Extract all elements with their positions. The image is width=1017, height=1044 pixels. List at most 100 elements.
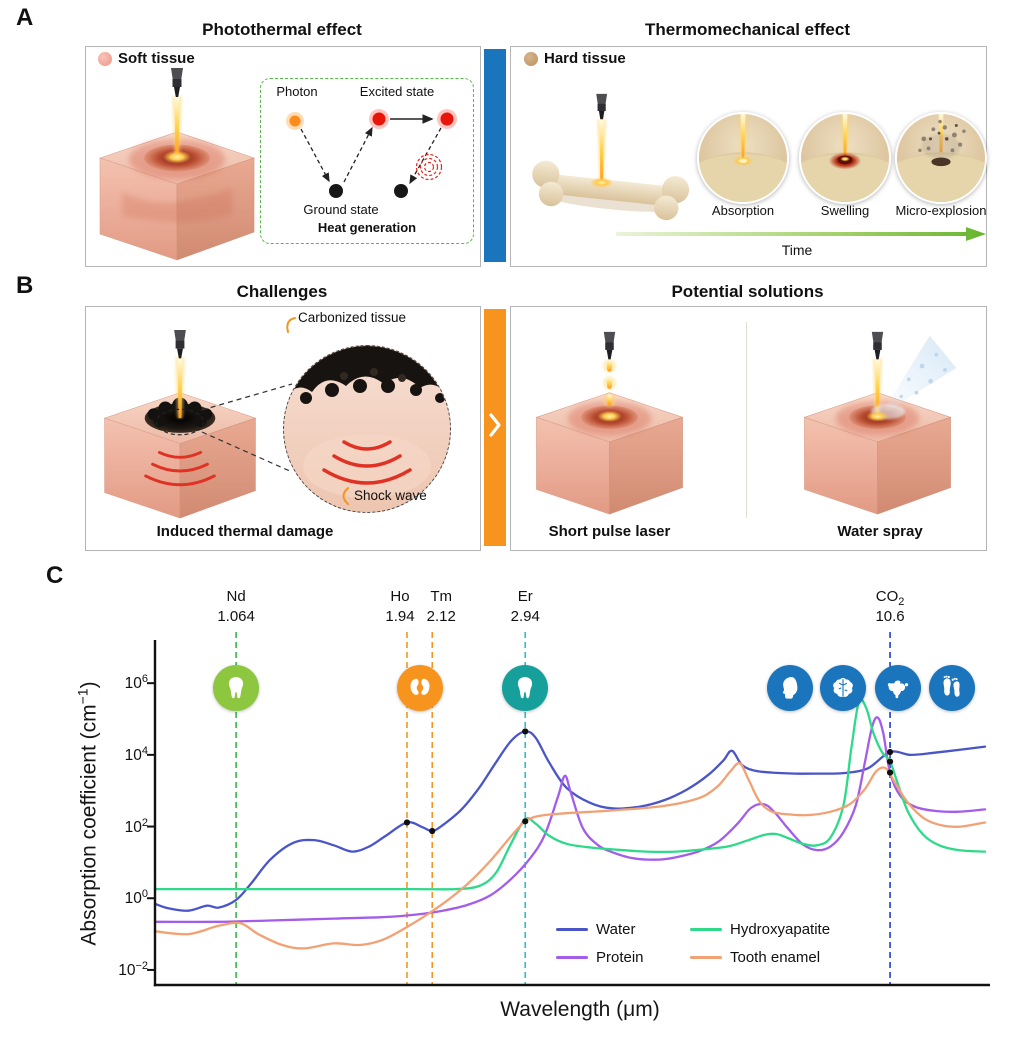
photon-label: Photon [276,84,318,99]
nd-tooth-icon-glyph [228,677,244,699]
hard-tissue-dot [524,52,538,66]
jablonski-diagram [286,109,457,198]
er-tooth-icon-glyph [518,677,533,699]
chart-canvas [147,632,990,987]
ground-dot-2 [394,184,408,198]
y-tick-label: 10−2 [118,959,148,980]
marker-dot [886,758,894,765]
ground-state-label: Ground state [303,202,379,217]
legend-item-water: Water [556,921,635,938]
challenges-title: Challenges [236,282,328,301]
x-axis-label: Wavelength (μm) [500,998,660,1021]
laser-value-Tm: 2.12 [426,608,456,625]
heat-generation-caption: Heat generation [317,220,417,235]
legend-swatch [690,927,722,932]
carbonized-tissue-callout: Carbonized tissue [298,310,407,325]
co2-uterus-icon-glyph [887,680,909,699]
shock-wave-callout: Shock wave [354,488,427,503]
legend-swatch [690,955,722,960]
soft-tissue-label: Soft tissue [118,50,195,67]
co2-brain-icon-glyph [832,678,853,697]
solutions-inner-divider [746,322,747,518]
laser-name-Tm: Tm [430,588,453,605]
panel-a-label: A [16,4,34,31]
micro-explosion-stage-circle [895,112,987,204]
soft-tissue-block-illustration [99,68,255,261]
short-pulse-laser-illustration [535,331,684,515]
heat-generation-diagram-box: Photon Excited state Ground state Heat g… [260,78,474,244]
legend-item-tooth-enamel: Tooth enamel [690,949,820,966]
marker-dot [522,818,529,825]
legend-label: Hydroxyapatite [730,921,831,938]
panel-c-label: C [46,562,64,589]
carbonized-tissue-block-illustration [103,329,257,519]
y-tick-label: 106 [124,673,148,693]
time-label: Time [781,242,813,258]
thermal-damage-caption: Induced thermal damage [156,523,334,540]
micro-explosion-illustration [897,114,985,202]
legend-item-protein: Protein [556,949,644,966]
panel-a-divider-bar [484,49,506,262]
time-arrow [616,227,986,241]
laser-value-Ho: 1.94 [385,608,415,625]
series-curve-tooth-enamel [153,761,987,950]
shock-wave-brace [342,487,349,505]
series-curve-water [153,730,987,912]
marker-dot [429,827,436,835]
legend-label: Protein [596,949,644,966]
series-curve-protein [153,716,987,924]
excited-dot-2 [440,112,454,126]
legend-label: Tooth enamel [730,949,821,966]
co2-uterus-icon [874,665,921,711]
marker-dot [522,728,529,735]
excited-dot [372,112,386,126]
absorption-stage-circle [697,112,789,204]
ground-dot [329,184,343,198]
thermomechanical-title: Thermomechanical effect [644,20,850,39]
stage-label-swelling: Swelling [820,203,870,218]
y-tick-label: 104 [124,744,148,764]
legend-label: Water [596,921,636,938]
co2-brain-icon [819,665,866,711]
bone-illustration [532,93,690,221]
photon-dot [289,115,301,127]
water-spray-illustration [803,331,957,515]
chevron-right-icon [489,413,501,437]
excited-state-label: Excited state [359,84,435,99]
co2-feet-icon-glyph [943,675,961,697]
soft-tissue-dot [98,52,112,66]
laser-value-Er: 2.94 [510,608,540,625]
er-tooth-icon [502,665,549,711]
panel-b-label: B [16,272,34,299]
carbonization-zoom-illustration [284,346,450,498]
co2-head-icon-glyph [782,677,798,699]
swelling-illustration [801,114,889,202]
water-spray-caption: Water spray [837,523,923,540]
laser-value-CO₂: 10.6 [875,608,905,625]
co2-feet-icon [929,665,976,711]
swelling-stage-circle [799,112,891,204]
laser-name-Er: Er [517,588,533,605]
marker-dot [886,748,894,756]
short-pulse-caption: Short pulse laser [548,523,671,540]
nd-tooth-icon [213,665,260,711]
photothermal-title: Photothermal effect [202,20,362,39]
marker-dot [886,769,894,776]
absorption-chart: C Absorption coefficient (cm−1) Waveleng… [0,560,1017,1044]
ho-tm-kidney-icon-glyph [410,678,430,695]
carbonization-zoom-circle [283,345,451,513]
carbonized-brace [286,317,296,333]
laser-value-Nd: 1.064 [217,608,255,625]
solutions-title: Potential solutions [671,282,824,301]
ho-tm-kidney-icon [396,665,443,711]
y-axis-label-sup: −1 [74,688,91,705]
y-tick-label: 102 [124,816,148,836]
y-tick-label: 100 [124,888,148,908]
legend-item-hydroxyapatite: Hydroxyapatite [690,921,830,938]
stage-label-absorption: Absorption [711,203,775,218]
marker-dot [403,819,411,826]
laser-name-Ho: Ho [390,588,410,605]
co2-head-icon [766,665,813,711]
absorption-illustration [699,114,787,202]
